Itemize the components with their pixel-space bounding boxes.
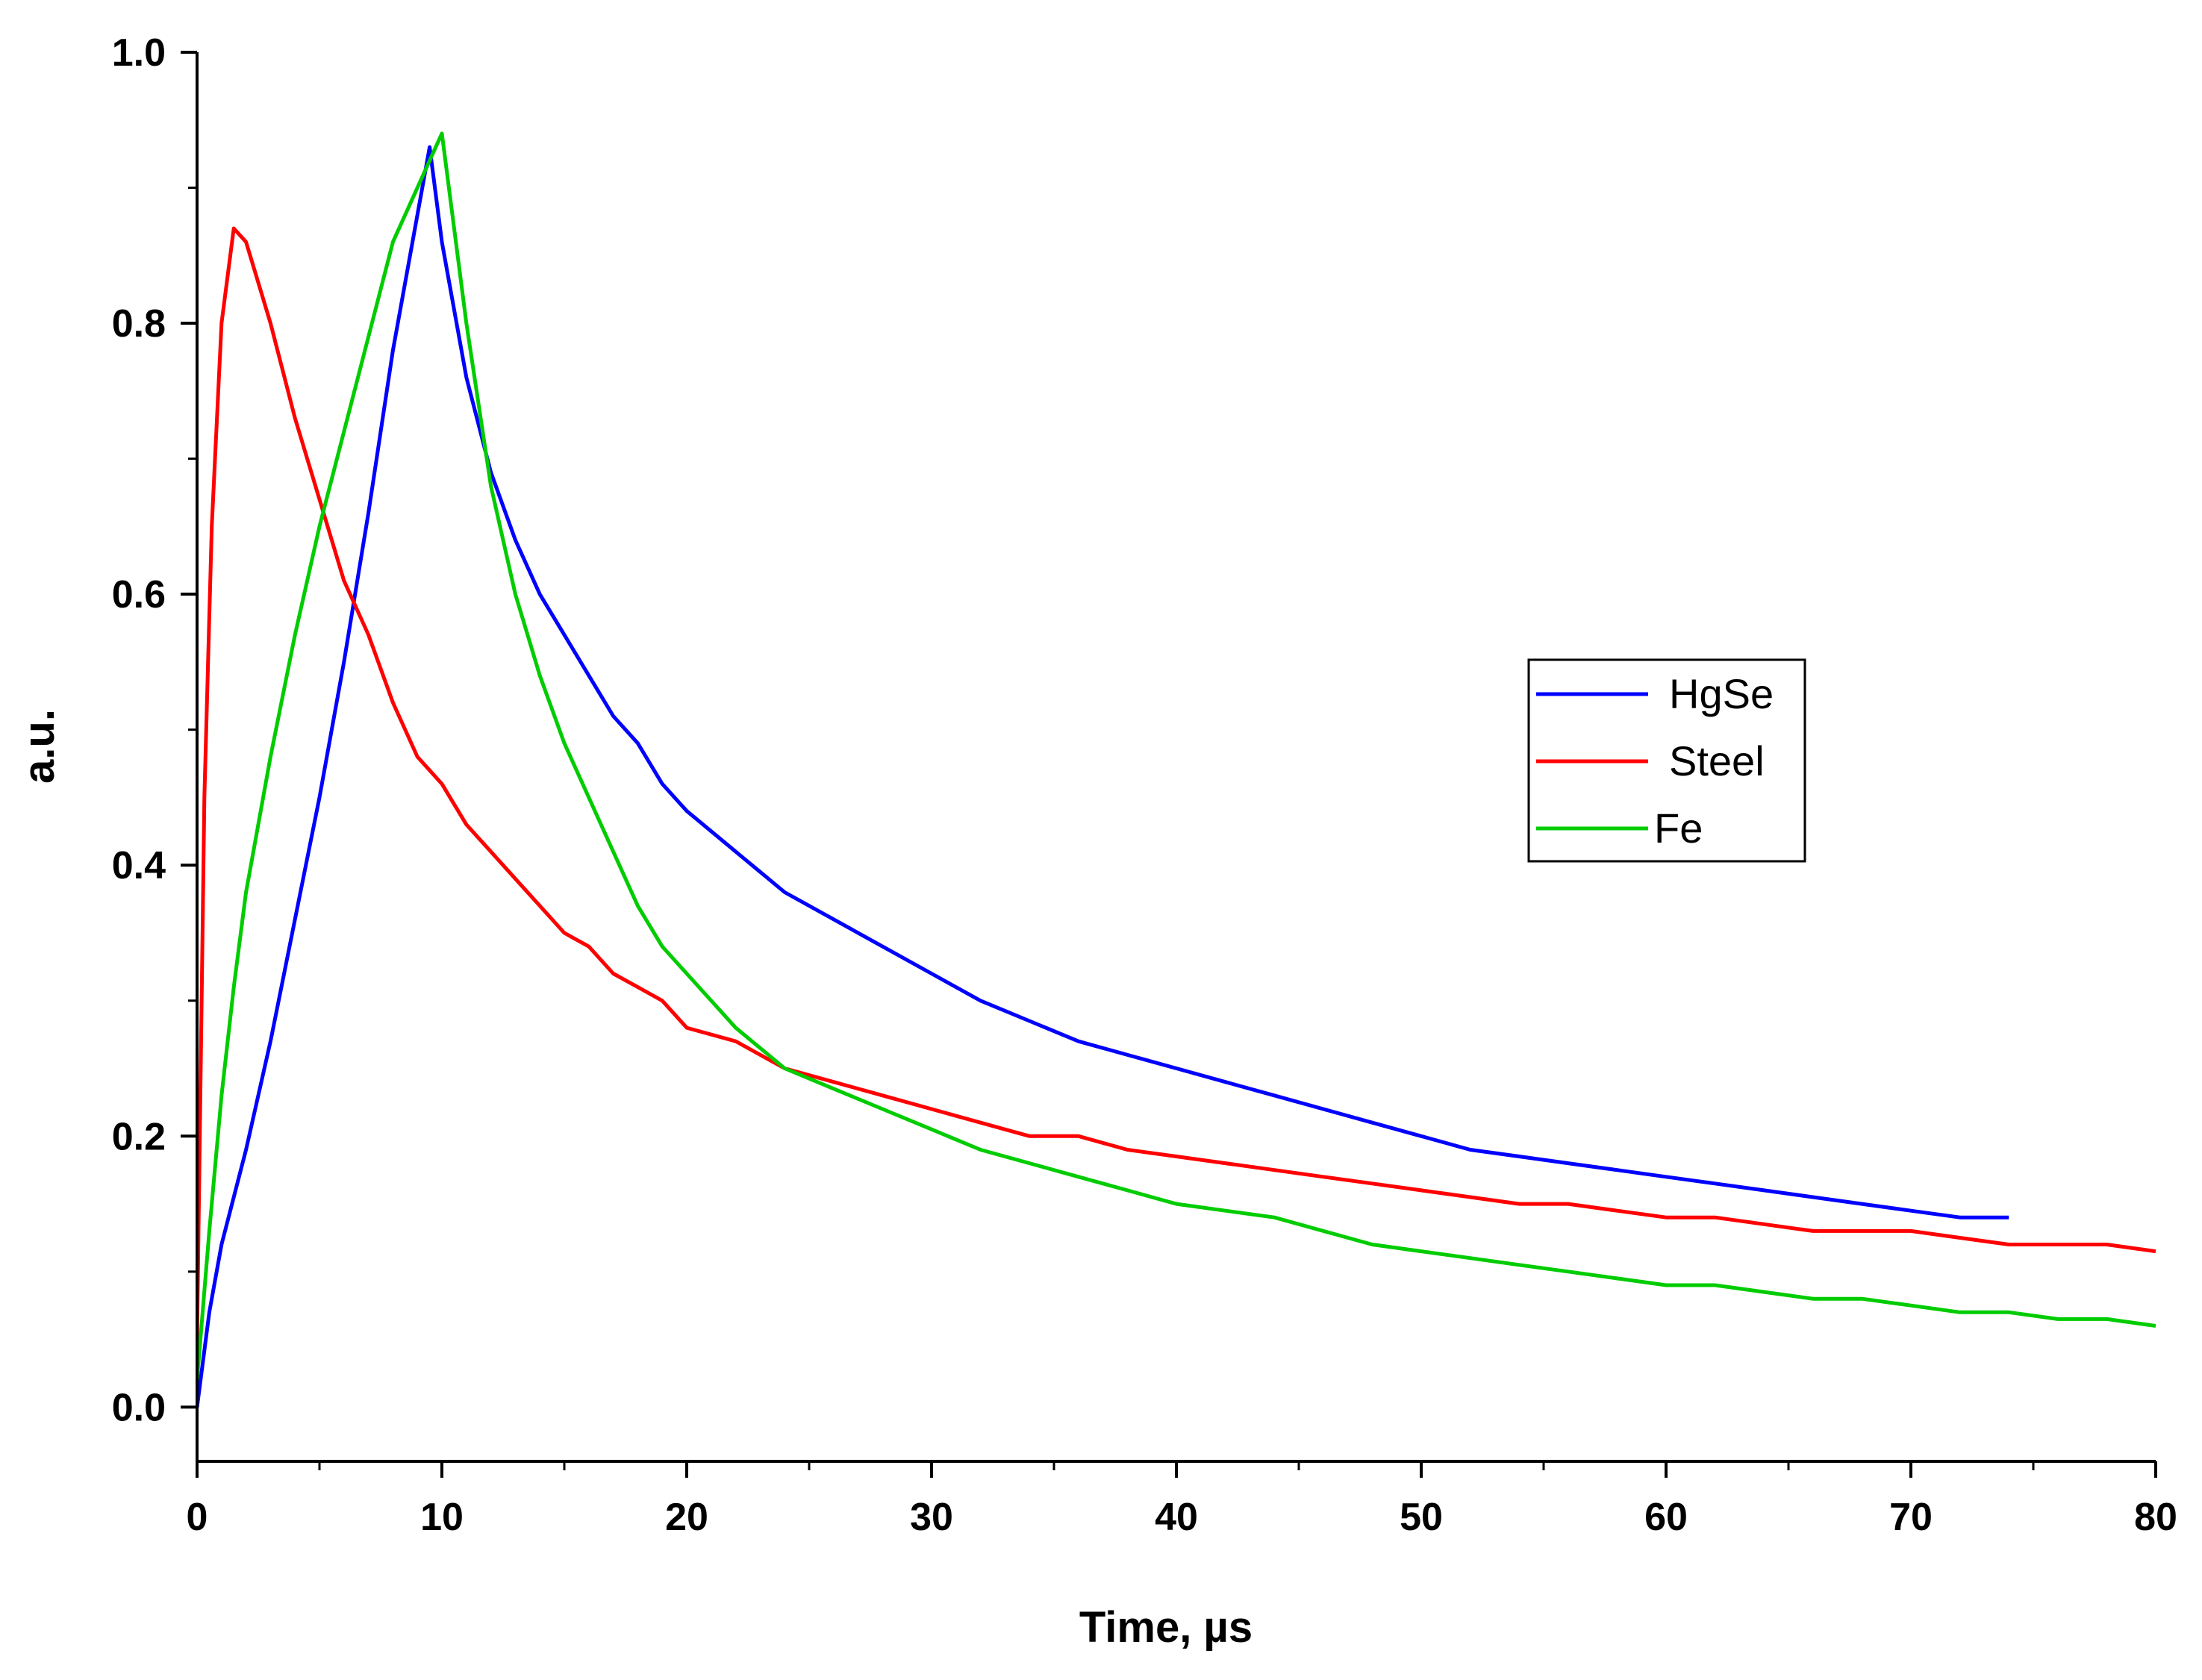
- legend: HgSe Steel Fe: [1527, 658, 1806, 863]
- x-tick-label: 30: [910, 1496, 953, 1539]
- y-tick-label: 0.2: [112, 1115, 166, 1158]
- series-line-fe: [197, 131, 2156, 1381]
- tick-layer: 0 10 20 30 40 50 60 70 80 0.0 0.2 0.4 0.6 0.8 1.0: [112, 31, 2177, 1539]
- legend-label-fe: Fe: [1654, 805, 1703, 852]
- x-tick-label: 80: [2134, 1496, 2177, 1539]
- y-tick-label: 0.6: [112, 573, 166, 616]
- y-tick-label: 0.8: [112, 302, 166, 346]
- y-tick-label: 0.4: [112, 844, 166, 887]
- x-tick-label: 20: [665, 1496, 708, 1539]
- x-axis-title: Time, µs: [1079, 1603, 1253, 1652]
- legend-label-steel: Steel: [1669, 737, 1765, 784]
- x-tick-label: 70: [1889, 1496, 1933, 1539]
- y-axis-title: a.u.: [15, 709, 63, 784]
- x-tick-label: 10: [420, 1496, 464, 1539]
- x-tick-label: 50: [1400, 1496, 1443, 1539]
- x-tick-label: 0: [187, 1496, 208, 1539]
- y-tick-label: 0.0: [112, 1386, 166, 1429]
- x-tick-label: 60: [1644, 1496, 1688, 1539]
- series-line-steel: [197, 226, 2156, 1340]
- legend-label-hgse: HgSe: [1669, 670, 1774, 717]
- x-tick-label: 40: [1155, 1496, 1198, 1539]
- series-line-hgse: [197, 145, 2009, 1408]
- y-tick-label: 1.0: [112, 31, 166, 75]
- series-layer: [197, 131, 2156, 1408]
